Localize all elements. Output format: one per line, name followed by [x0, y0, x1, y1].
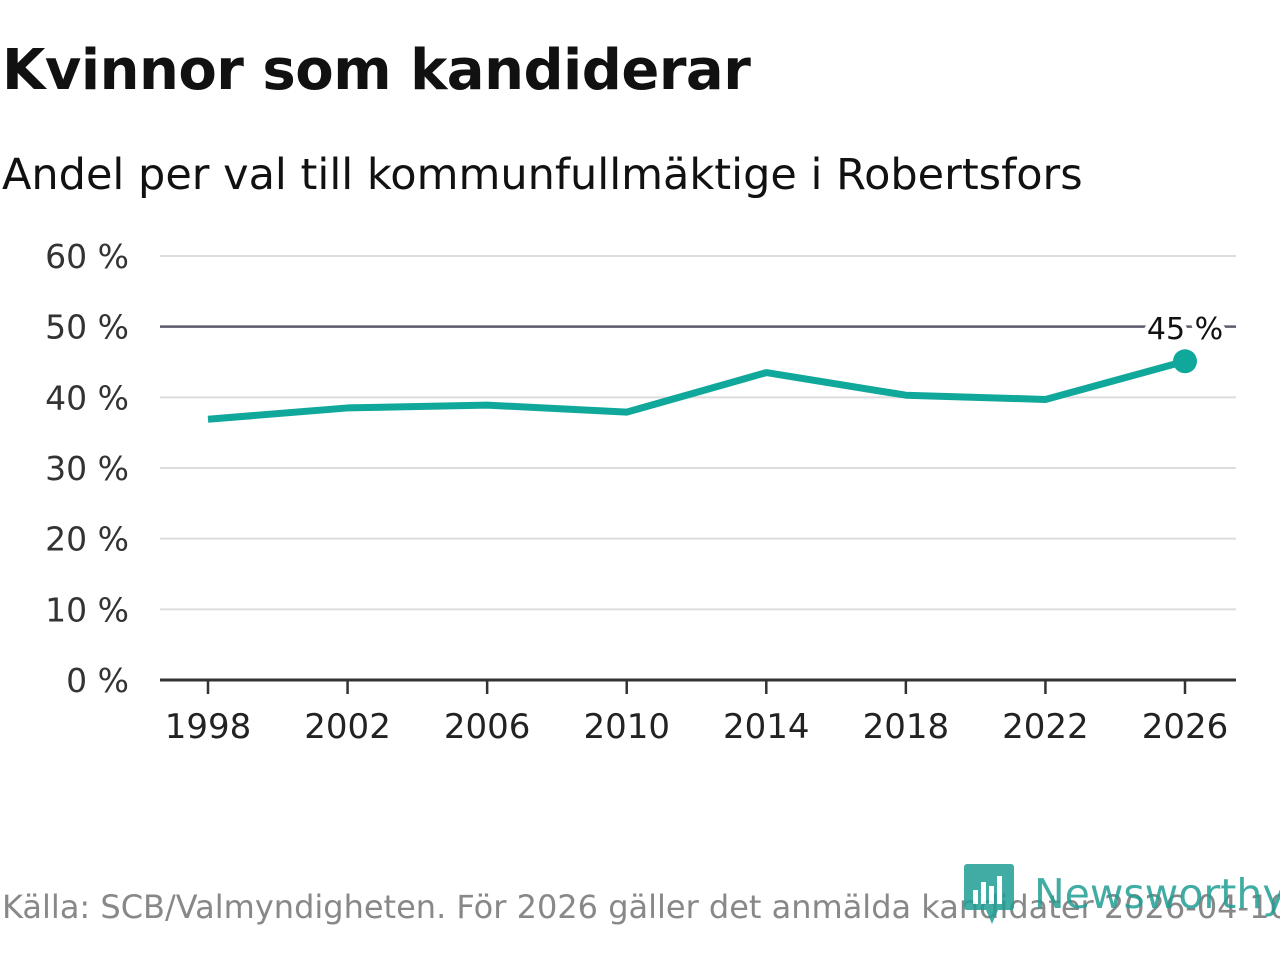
x-tick-label: 2014 — [723, 707, 810, 747]
y-tick-label: 40 % — [45, 378, 129, 417]
axes — [160, 678, 1236, 694]
source-note: Källa: SCB/Valmyndigheten. För 2026 gäll… — [2, 888, 1280, 926]
data-point-2014 — [762, 369, 770, 377]
series-line — [207, 357, 1186, 423]
x-tick-label: 1998 — [165, 707, 252, 747]
data-point-1998 — [204, 415, 212, 423]
data-point-2006 — [483, 401, 491, 409]
x-tick-label: 2010 — [583, 707, 670, 747]
y-tick-label: 50 % — [45, 308, 129, 347]
data-point-2002 — [344, 404, 352, 412]
data-point-2010 — [623, 408, 631, 416]
y-tick-labels: 0 % 10 % 20 % 30 % 40 % 50 % 60 % — [45, 237, 129, 700]
y-tick-label: 0 % — [66, 661, 129, 700]
series-layer: 45 % — [204, 307, 1228, 423]
newsworthy-logo-icon — [964, 864, 1014, 924]
data-point-2022 — [1041, 395, 1049, 403]
gridlines — [160, 255, 1236, 611]
x-tick-label: 2022 — [1002, 707, 1089, 747]
brand-name: Newsworthy — [1034, 870, 1280, 918]
x-tick-label: 2006 — [444, 707, 531, 747]
end-point-marker — [1173, 349, 1197, 374]
x-tick-labels: 1998 2002 2006 2010 2014 2018 2022 2026 — [165, 707, 1229, 747]
y-tick-label: 20 % — [45, 520, 129, 559]
end-value-label: 45 % — [1147, 312, 1223, 347]
x-tick-label: 2002 — [304, 707, 391, 747]
brand-logo: Newsworthy — [964, 864, 1280, 924]
data-point-2018 — [902, 391, 910, 399]
y-tick-label: 60 % — [45, 237, 129, 276]
x-tick-label: 2026 — [1142, 707, 1229, 747]
x-tick-label: 2018 — [863, 707, 950, 747]
y-tick-label: 30 % — [45, 449, 129, 488]
y-tick-label: 10 % — [45, 590, 129, 629]
chart-title: Kvinnor som kandiderar — [2, 38, 751, 103]
chart-subtitle: Andel per val till kommunfullmäktige i R… — [2, 150, 1083, 200]
